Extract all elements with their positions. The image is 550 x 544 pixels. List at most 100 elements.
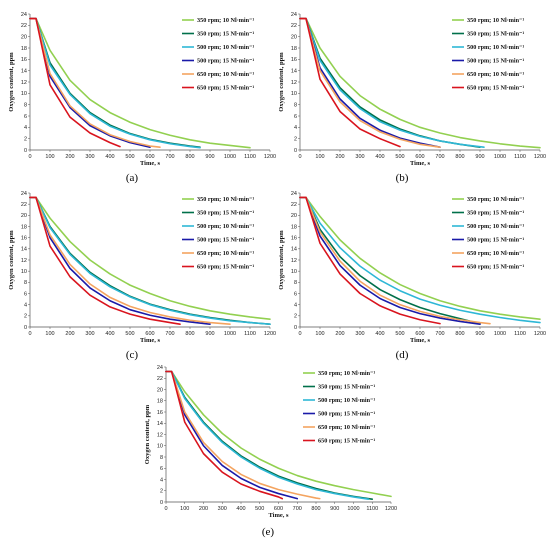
y-axis-title: Oxygen content, ppm <box>278 230 285 290</box>
y-tick-label: 0 <box>160 500 163 506</box>
y-tick-label: 12 <box>21 80 27 86</box>
x-axis-title: Time, s <box>140 337 161 344</box>
x-tick-label: 700 <box>165 331 174 337</box>
x-tick-label: 900 <box>330 506 339 512</box>
legend-entry-1: 350 rpm; 10 Nl·min⁻¹ <box>318 370 375 377</box>
x-tick-label: 900 <box>475 331 484 337</box>
x-tick-label: 700 <box>435 331 444 337</box>
series-line-4 <box>29 17 151 148</box>
y-tick-label: 16 <box>157 410 163 416</box>
series-line-4 <box>299 196 481 326</box>
x-tick-label: 1200 <box>385 506 397 512</box>
series-line-4 <box>165 370 299 500</box>
x-tick-label: 500 <box>395 331 404 337</box>
x-tick-label: 800 <box>185 331 194 337</box>
series-line-5 <box>299 17 441 148</box>
x-tick-label: 400 <box>236 506 245 512</box>
y-tick-label: 8 <box>294 102 297 108</box>
x-tick-label: 1000 <box>224 331 236 337</box>
legend-entry-4: 500 rpm; 15 Nl·min⁻¹ <box>467 58 524 65</box>
x-tick-label: 100 <box>315 331 324 337</box>
x-tick-label: 300 <box>355 154 364 160</box>
y-tick-label: 0 <box>24 148 27 154</box>
series-line-6 <box>299 196 441 325</box>
x-tick-label: 800 <box>455 331 464 337</box>
x-tick-label: 1200 <box>534 331 546 337</box>
x-tick-label: 1000 <box>224 154 236 160</box>
series-line-3 <box>299 17 485 148</box>
x-tick-label: 0 <box>164 506 167 512</box>
x-tick-label: 600 <box>145 331 154 337</box>
x-tick-label: 700 <box>435 154 444 160</box>
legend: 350 rpm; 10 Nl·min⁻¹ 350 rpm; 15 Nl·min⁻¹… <box>182 17 254 92</box>
x-tick-label: 1100 <box>514 154 526 160</box>
y-tick-label: 22 <box>21 23 27 29</box>
legend-entry-6: 650 rpm; 15 Nl·min⁻¹ <box>197 85 254 92</box>
y-tick-label: 16 <box>21 235 27 241</box>
x-tick-label: 600 <box>415 331 424 337</box>
y-tick-label: 24 <box>291 191 297 197</box>
y-tick-label: 2 <box>294 136 297 142</box>
y-tick-label: 2 <box>160 489 163 495</box>
y-tick-label: 18 <box>21 46 27 52</box>
panel-label: (d) <box>396 349 409 361</box>
x-tick-label: 300 <box>355 331 364 337</box>
y-tick-label: 20 <box>21 34 27 40</box>
x-tick-label: 1000 <box>494 331 506 337</box>
x-tick-label: 0 <box>298 331 301 337</box>
legend-entry-6: 650 rpm; 15 Nl·min⁻¹ <box>467 264 524 271</box>
x-tick-label: 200 <box>65 154 74 160</box>
y-tick-label: 2 <box>24 136 27 142</box>
legend-entry-3: 500 rpm; 10 Nl·min⁻¹ <box>467 44 524 51</box>
legend-entry-6: 650 rpm; 15 Nl·min⁻¹ <box>197 264 254 271</box>
y-tick-label: 10 <box>291 269 297 275</box>
legend-entry-4: 500 rpm; 15 Nl·min⁻¹ <box>467 237 524 244</box>
x-tick-label: 700 <box>293 506 302 512</box>
x-tick-label: 1100 <box>244 331 256 337</box>
series-line-1 <box>29 196 271 320</box>
legend-entry-5: 650 rpm; 10 Nl·min⁻¹ <box>318 424 375 431</box>
legend-entry-2: 350 rpm; 15 Nl·min⁻¹ <box>467 31 524 38</box>
legend-entry-3: 500 rpm; 10 Nl·min⁻¹ <box>467 223 524 230</box>
x-tick-label: 900 <box>205 154 214 160</box>
legend-entry-5: 650 rpm; 10 Nl·min⁻¹ <box>467 71 524 78</box>
x-tick-label: 1000 <box>494 154 506 160</box>
series-line-5 <box>29 196 231 326</box>
x-tick-label: 600 <box>274 506 283 512</box>
x-tick-label: 100 <box>45 331 54 337</box>
y-tick-label: 20 <box>157 387 163 393</box>
y-tick-label: 14 <box>21 68 27 74</box>
x-tick-label: 200 <box>335 331 344 337</box>
x-tick-label: 300 <box>85 154 94 160</box>
x-tick-label: 400 <box>105 331 114 337</box>
series-line-1 <box>299 196 541 320</box>
series-line-1 <box>299 17 541 149</box>
x-tick-label: 1200 <box>264 154 276 160</box>
y-tick-label: 4 <box>24 302 27 308</box>
panel-label: (e) <box>262 526 275 538</box>
legend-entry-1: 350 rpm; 10 Nl·min⁻¹ <box>467 196 524 203</box>
legend-entry-1: 350 rpm; 10 Nl·min⁻¹ <box>467 17 524 24</box>
y-axis-title: Oxygen content, ppm <box>8 230 15 290</box>
x-tick-label: 800 <box>455 154 464 160</box>
y-tick-label: 6 <box>294 114 297 120</box>
x-tick-label: 500 <box>255 506 264 512</box>
series-line-3 <box>29 17 201 149</box>
x-tick-label: 1100 <box>244 154 256 160</box>
series-line-5 <box>299 196 491 325</box>
y-tick-label: 14 <box>157 421 163 427</box>
x-tick-label: 200 <box>335 154 344 160</box>
y-tick-label: 10 <box>291 91 297 97</box>
y-tick-label: 6 <box>24 114 27 120</box>
legend-entry-2: 350 rpm; 15 Nl·min⁻¹ <box>467 210 524 217</box>
x-tick-label: 100 <box>315 154 324 160</box>
series-line-1 <box>165 370 392 498</box>
series-line-6 <box>165 370 284 500</box>
y-tick-label: 24 <box>21 12 27 18</box>
y-tick-label: 6 <box>160 466 163 472</box>
x-tick-label: 0 <box>28 331 31 337</box>
